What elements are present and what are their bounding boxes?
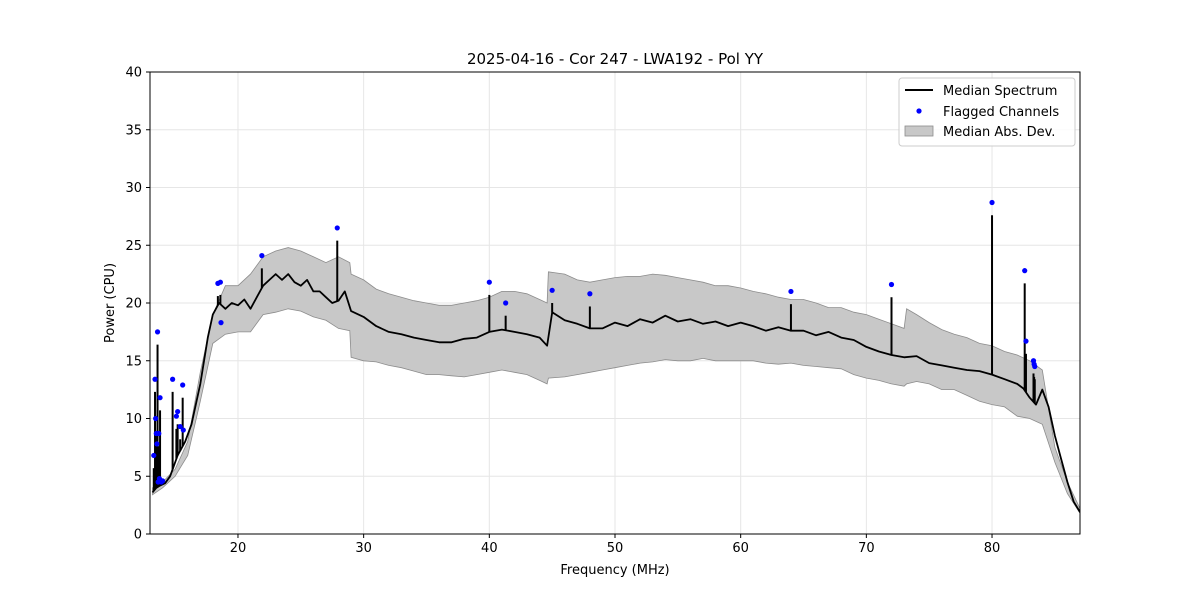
- flagged-channel-point: [334, 225, 340, 231]
- flagged-channel-point: [587, 291, 593, 297]
- x-tick-label: 40: [481, 541, 498, 556]
- flagged-channel-point: [218, 320, 224, 326]
- flagged-channel-point: [170, 376, 176, 382]
- flagged-channel-point: [486, 279, 492, 285]
- legend-flagged-dot-swatch: [916, 108, 922, 114]
- median-line-group: [151, 273, 1080, 513]
- flagged-channel-point: [173, 413, 179, 419]
- flagged-points-group: [151, 199, 1038, 485]
- legend: Median Spectrum Flagged Channels Median …: [898, 77, 1076, 147]
- flagged-channel-point: [788, 288, 794, 295]
- mad-band-group: [152, 247, 1080, 514]
- mad-band: [152, 247, 1080, 514]
- flagged-channel-point: [259, 253, 265, 259]
- x-tick-label: 60: [732, 541, 749, 556]
- flagged-channel-point: [503, 300, 509, 306]
- x-tick-label: 70: [858, 541, 875, 556]
- flagged-channel-point: [180, 382, 186, 388]
- legend-band-swatch: [904, 125, 934, 137]
- y-tick-label: 20: [125, 297, 142, 312]
- flagged-channel-point: [180, 427, 186, 433]
- flagged-channel-point: [549, 287, 555, 293]
- median-spectrum-line: [151, 273, 1080, 513]
- flagged-channel-point: [175, 408, 181, 415]
- flagged-channel-point: [154, 329, 161, 335]
- y-tick-label: 40: [125, 66, 142, 81]
- flagged-channel-point: [153, 415, 159, 422]
- flagged-channel-point: [888, 281, 895, 288]
- flagged-channel-point: [157, 395, 163, 401]
- legend-band-label: Median Abs. Dev.: [943, 125, 1055, 140]
- flagged-channel-point: [1032, 363, 1038, 370]
- y-tick-label: 5: [134, 470, 142, 485]
- flagged-channel-point: [989, 199, 995, 206]
- flagged-channel-point: [177, 423, 183, 430]
- y-tick-label: 35: [125, 123, 142, 138]
- flagged-channel-point: [152, 376, 158, 382]
- x-tick-label: 80: [984, 541, 1001, 556]
- y-tick-label: 30: [125, 181, 142, 196]
- y-axis-ticks: 0 5 10 15 20 25 30 35 40: [125, 66, 150, 543]
- flagged-channel-point: [154, 441, 160, 447]
- x-axis-ticks: 20 30 40 50 60 70 80: [230, 534, 1001, 556]
- x-tick-label: 50: [607, 541, 624, 556]
- y-tick-label: 0: [134, 528, 142, 543]
- y-tick-label: 15: [125, 354, 142, 369]
- flagged-channel-point: [151, 452, 157, 459]
- flagged-channel-point: [156, 430, 162, 437]
- flagged-channel-point: [159, 478, 166, 484]
- y-tick-label: 25: [125, 239, 142, 254]
- y-axis-label: Power (CPU): [103, 263, 118, 343]
- legend-flagged-label: Flagged Channels: [943, 105, 1059, 120]
- flagged-channel-point: [1022, 268, 1028, 274]
- legend-box: [898, 77, 1076, 147]
- flagged-channel-point: [1023, 338, 1029, 344]
- y-tick-label: 10: [125, 412, 142, 427]
- flagged-channel-point: [217, 279, 223, 285]
- legend-median-label: Median Spectrum: [943, 84, 1057, 99]
- x-tick-label: 30: [355, 541, 372, 556]
- chart-title: 2025-04-16 - Cor 247 - LWA192 - Pol YY: [467, 50, 764, 68]
- x-tick-label: 20: [230, 541, 247, 556]
- x-axis-label: Frequency (MHz): [560, 563, 669, 578]
